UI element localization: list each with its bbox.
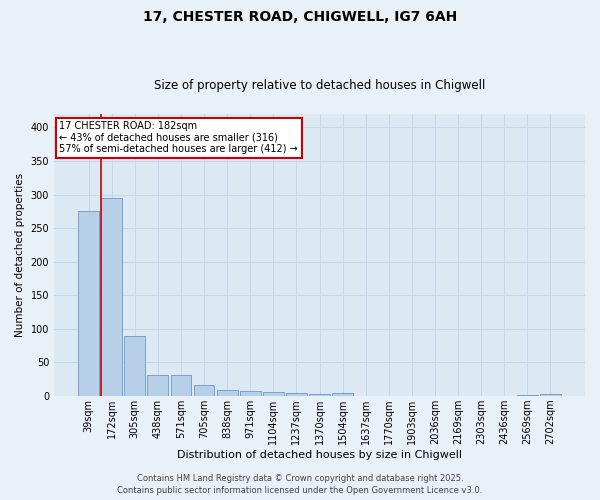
Bar [217,390,238,396]
Bar [286,394,307,396]
Bar [309,394,330,396]
Title: Size of property relative to detached houses in Chigwell: Size of property relative to detached ho… [154,79,485,92]
Text: 17 CHESTER ROAD: 182sqm
← 43% of detached houses are smaller (316)
57% of semi-d: 17 CHESTER ROAD: 182sqm ← 43% of detache… [59,121,298,154]
Text: Contains HM Land Registry data © Crown copyright and database right 2025.
Contai: Contains HM Land Registry data © Crown c… [118,474,482,495]
Bar [194,384,214,396]
Text: 17, CHESTER ROAD, CHIGWELL, IG7 6AH: 17, CHESTER ROAD, CHIGWELL, IG7 6AH [143,10,457,24]
X-axis label: Distribution of detached houses by size in Chigwell: Distribution of detached houses by size … [177,450,462,460]
Bar [124,336,145,396]
Bar [101,198,122,396]
Bar [148,374,168,396]
Bar [240,392,260,396]
Bar [78,212,99,396]
Bar [263,392,284,396]
Y-axis label: Number of detached properties: Number of detached properties [15,173,25,337]
Bar [170,374,191,396]
Bar [517,394,538,396]
Bar [332,392,353,396]
Bar [540,394,561,396]
